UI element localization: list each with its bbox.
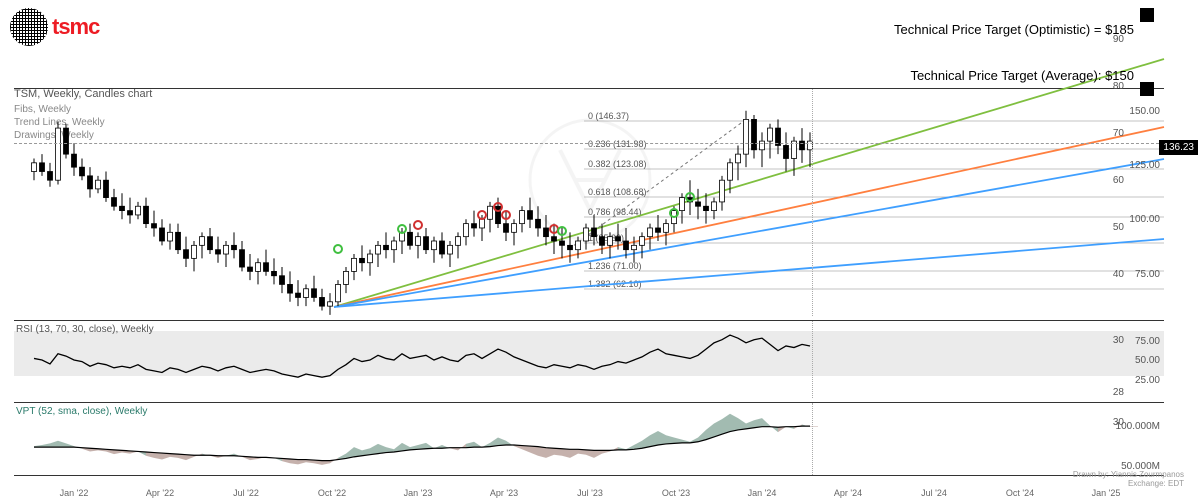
price-axis-inner-label: 50 — [1113, 222, 1124, 233]
rsi-axis-label: 75.00 — [1135, 336, 1160, 347]
rsi-axis-label: 25.00 — [1135, 375, 1160, 386]
vpt-axis-inner: 30 — [1113, 417, 1124, 428]
vpt-label: VPT (52, sma, close), Weekly — [16, 406, 147, 417]
x-axis-label: Jan '22 — [60, 488, 89, 498]
x-axis-label: Oct '23 — [662, 488, 690, 498]
rsi-today-vline — [812, 321, 813, 398]
svg-text:0 (146.37): 0 (146.37) — [588, 111, 629, 121]
x-axis-label: Jan '25 — [1092, 488, 1121, 498]
price-axis-inner-label: 70 — [1113, 128, 1124, 139]
x-axis-label: Jan '24 — [748, 488, 777, 498]
main-price-chart: 0 (146.37) 0.236 (131.98) 0.382 (123.08) 0.… — [14, 88, 1164, 316]
current-price-tag: 136.23 — [1159, 140, 1198, 155]
rsi-axis-label: 50.00 — [1135, 355, 1160, 366]
x-axis-label: Apr '24 — [834, 488, 862, 498]
price-axis-inner-label: 40 — [1113, 269, 1124, 280]
target-optimistic-marker-icon — [1140, 8, 1154, 22]
rsi-axis-inner: 28 — [1113, 387, 1124, 398]
target-average-label: Technical Price Target (Average): $150 — [910, 68, 1134, 83]
target-optimistic-label: Technical Price Target (Optimistic) = $1… — [894, 22, 1134, 37]
target-average-marker-icon — [1140, 82, 1154, 96]
x-axis-label: Apr '22 — [146, 488, 174, 498]
logo-text: tsmc — [52, 14, 99, 40]
vpt-panel: VPT (52, sma, close), Weekly 100.000M50.… — [14, 402, 1164, 476]
svg-text:0.382 (123.08): 0.382 (123.08) — [588, 159, 647, 169]
vpt-today-vline — [812, 403, 813, 475]
x-axis-label: Jul '22 — [233, 488, 259, 498]
svg-text:0.618 (108.68): 0.618 (108.68) — [588, 187, 647, 197]
logo: tsmc — [10, 8, 99, 46]
logo-wafer-icon — [10, 8, 48, 46]
rsi-label: RSI (13, 70, 30, close), Weekly — [16, 324, 154, 335]
credit-text: Drawn by: Yiannis Zourmpanos Exchange: E… — [1073, 470, 1184, 488]
price-axis-label: 150.00 — [1129, 106, 1160, 117]
svg-text:0.236 (131.98): 0.236 (131.98) — [588, 139, 647, 149]
price-axis-inner-label: 60 — [1113, 175, 1124, 186]
x-axis-label: Oct '22 — [318, 488, 346, 498]
x-axis-label: Apr '23 — [490, 488, 518, 498]
current-price-dashline — [14, 143, 1164, 144]
rsi-axis-inner: 30 — [1113, 335, 1124, 346]
price-axis-label: 100.00 — [1129, 214, 1160, 225]
price-axis-label: 75.00 — [1135, 269, 1160, 280]
rsi-panel: RSI (13, 70, 30, close), Weekly 75.00 50.… — [14, 320, 1164, 398]
x-axis-label: Jul '23 — [577, 488, 603, 498]
x-axis-label: Oct '24 — [1006, 488, 1034, 498]
x-axis-label: Jul '24 — [921, 488, 947, 498]
x-axis-label: Jan '23 — [404, 488, 433, 498]
price-axis-label: 125.00 — [1129, 160, 1160, 171]
today-vline — [812, 89, 813, 316]
